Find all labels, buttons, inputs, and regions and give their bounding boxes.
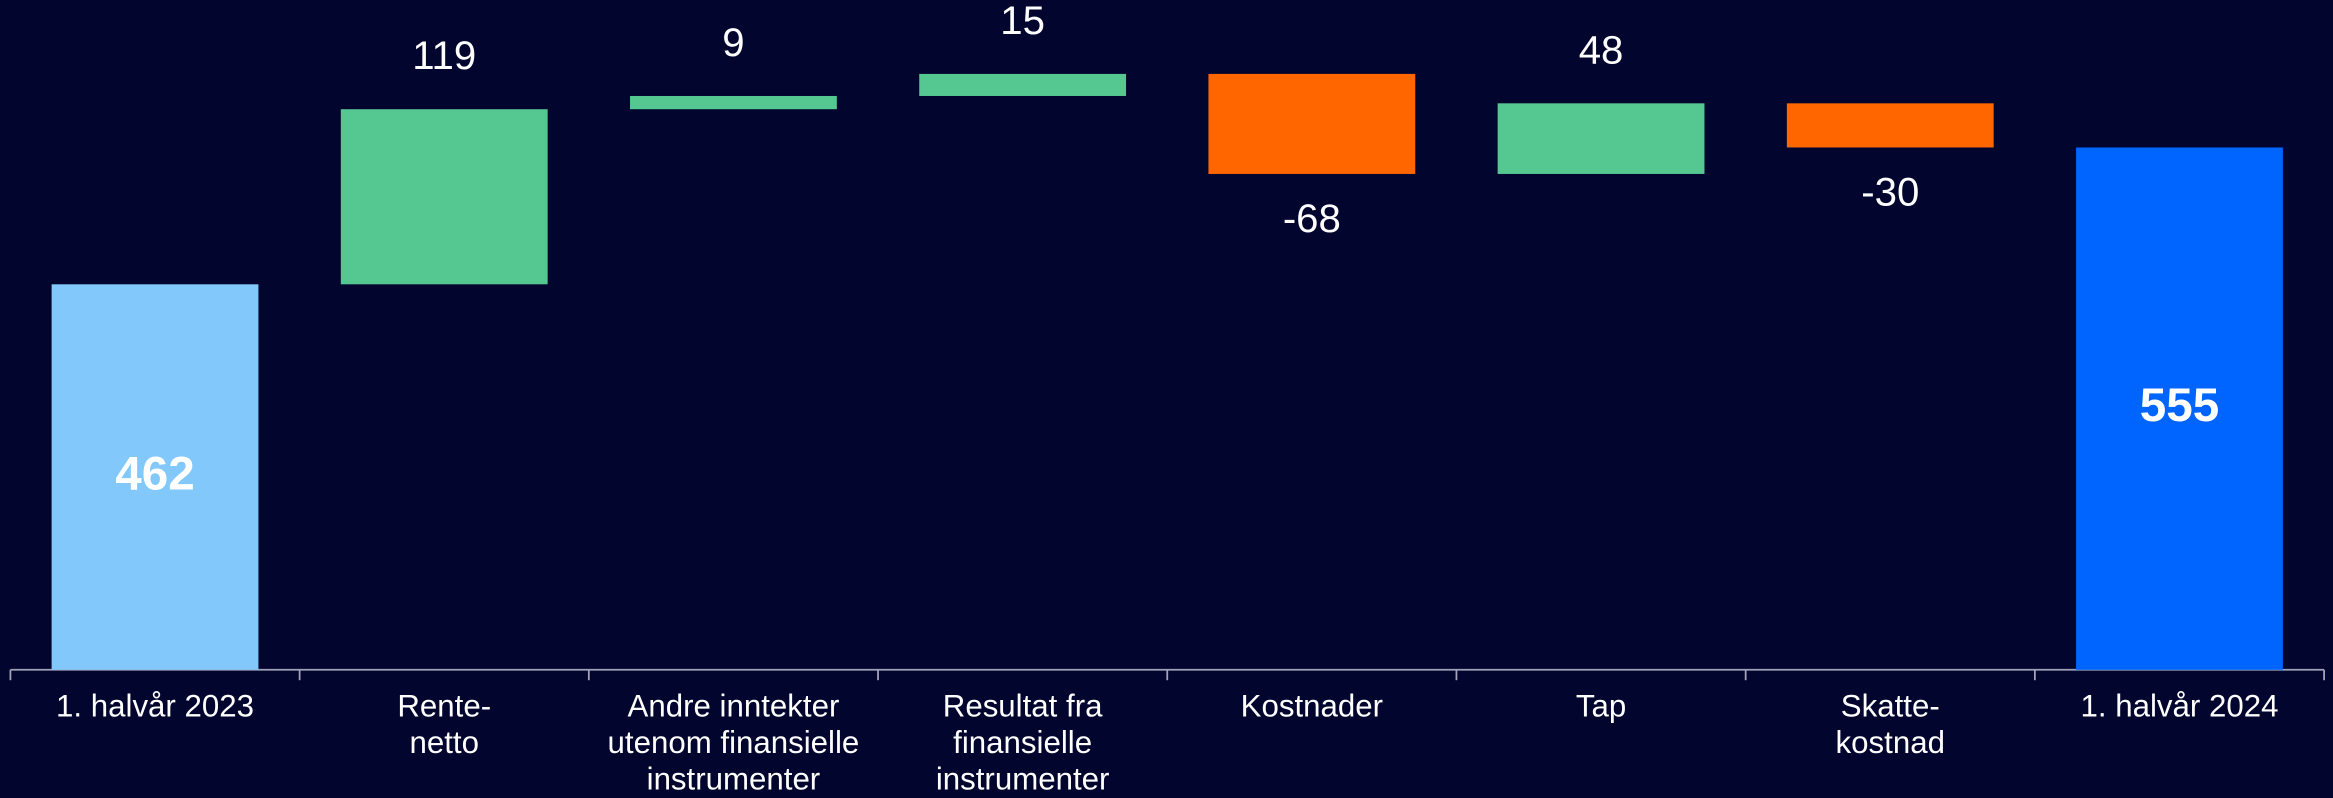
x-tick-label: Rente-netto — [397, 689, 491, 760]
bar — [2076, 147, 2283, 670]
label-line: 1. halvår 2024 — [2080, 689, 2278, 724]
value-label: 15 — [1000, 0, 1045, 43]
label-line: Tap — [1576, 689, 1626, 724]
value-label: 555 — [2140, 379, 2219, 432]
bar — [630, 95, 837, 110]
label-line: kostnad — [1836, 725, 1945, 760]
value-label: 48 — [1579, 27, 1624, 72]
bar — [1208, 73, 1416, 174]
value-label: 119 — [412, 33, 476, 78]
label-line: Resultat fra — [943, 689, 1103, 724]
label-line: utenom finansielle — [608, 725, 860, 760]
x-tick-label: Kostnader — [1241, 689, 1383, 724]
value-label: 462 — [115, 448, 194, 501]
bar — [919, 73, 1127, 96]
x-tick-label: Skatte-kostnad — [1836, 689, 1945, 760]
bar — [340, 109, 548, 285]
value-label: 9 — [722, 20, 744, 65]
label-line: Andre inntekter — [628, 689, 840, 724]
label-line: Rente- — [397, 689, 491, 724]
label-line: instrumenter — [936, 762, 1110, 797]
x-tick-label: Tap — [1576, 689, 1626, 724]
value-label: -30 — [1861, 170, 1919, 215]
label-line: instrumenter — [647, 762, 821, 797]
bar — [1497, 103, 1705, 174]
label-line: Kostnader — [1241, 689, 1383, 724]
label-line: Skatte- — [1841, 689, 1940, 724]
x-tick-label: Resultat fra finansielle instrumenter — [936, 689, 1110, 797]
value-label: -68 — [1283, 196, 1341, 241]
label-line: netto — [409, 725, 478, 760]
x-tick-label: Andre inntekter utenom finansielle instrum… — [608, 689, 860, 797]
label-line: 1. halvår 2023 — [56, 689, 254, 724]
x-tick-label: 1. halvår 2024 — [2080, 689, 2278, 724]
bar — [1786, 103, 1994, 148]
label-line: finansielle — [953, 725, 1092, 760]
bar — [51, 284, 259, 670]
x-tick-label: 1. halvår 2023 — [56, 689, 254, 724]
